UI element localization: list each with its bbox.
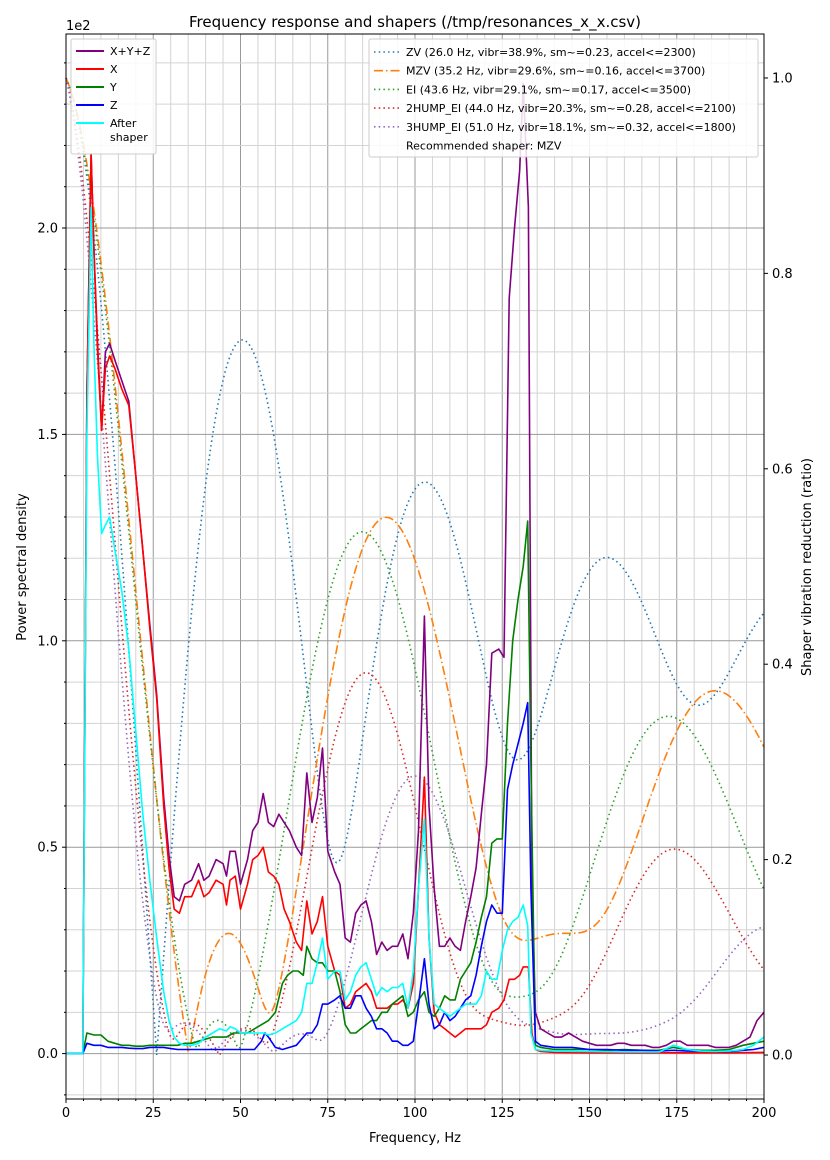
legend-psd-label: Y <box>109 81 117 94</box>
legend-psd-label-line: X+Y+Z <box>110 45 151 58</box>
legend-psd-label-line: After <box>110 117 137 130</box>
y-tick-label: 2.0 <box>37 222 58 237</box>
x-tick-label: 25 <box>145 1106 162 1121</box>
psd-lines <box>66 82 765 1055</box>
psd-line-4 <box>66 206 765 1055</box>
legend-psd-label: X+Y+Z <box>110 45 151 58</box>
y2-axis-label: Shaper vibration reduction (ratio) <box>800 458 815 676</box>
x-tick-label: 200 <box>752 1106 777 1121</box>
shaper-line-ei <box>65 77 765 1050</box>
y2-axis-ticks: 0.0 0.2 0.4 0.6 0.8 1.0 <box>764 71 793 1064</box>
x-tick-label: 125 <box>490 1106 515 1121</box>
y2-tick-label: 0.4 <box>772 658 793 673</box>
psd-line-0 <box>66 82 765 1055</box>
x-tick-label: 0 <box>62 1106 70 1121</box>
shaper-lines <box>65 77 765 1057</box>
legend-psd: X+Y+Z XYZ After shaper <box>70 38 157 155</box>
legend-psd-label-line: shaper <box>110 131 148 144</box>
x-axis-ticks: 0 25 50 75 100 125 150 175 200 <box>62 1099 777 1121</box>
legend-shaper-label: ZV (26.0 Hz, vibr=38.9%, sm~=0.23, accel… <box>406 46 696 59</box>
legend-psd-label-line: Z <box>110 99 118 112</box>
legend-psd-label: X <box>110 63 118 76</box>
y2-tick-label: 0.8 <box>772 267 793 282</box>
y-tick-label: 0.5 <box>37 841 58 856</box>
x-tick-label: 100 <box>403 1106 428 1121</box>
y2-tick-label: 0.0 <box>772 1049 793 1064</box>
y-axis-ticks: 0.0 0.5 1.0 1.5 2.0 <box>37 62 66 1096</box>
legend-psd-label: After shaper <box>110 117 148 144</box>
grid <box>66 34 764 1099</box>
legend-psd-label: Z <box>110 99 118 112</box>
x-tick-label: 75 <box>319 1106 336 1121</box>
legend-psd-label-line: Y <box>109 81 117 94</box>
legend-recommendation: Recommended shaper: MZV <box>406 140 562 153</box>
legend-shaper-frame <box>368 38 759 158</box>
x-tick-label: 175 <box>664 1106 689 1121</box>
legend-shaper-label: MZV (35.2 Hz, vibr=29.6%, sm~=0.16, acce… <box>406 65 705 78</box>
legend-psd-label-line: X <box>110 63 118 76</box>
y-axis-label: Power spectral density <box>15 493 30 641</box>
y-tick-label: 1.5 <box>37 428 58 443</box>
psd-line-3 <box>66 701 765 1055</box>
legend-psd-frame <box>70 38 157 155</box>
legend-shaper-label: 3HUMP_EI (51.0 Hz, vibr=18.1%, sm~=0.32,… <box>406 121 736 134</box>
legend-shapers: ZV (26.0 Hz, vibr=38.9%, sm~=0.23, accel… <box>368 38 759 158</box>
y-tick-label: 1.0 <box>37 634 58 649</box>
x-tick-label: 50 <box>232 1106 249 1121</box>
legend-shaper-label: EI (43.6 Hz, vibr=29.1%, sm~=0.17, accel… <box>406 83 691 96</box>
y2-tick-label: 0.6 <box>772 462 793 477</box>
x-axis-label: Frequency, Hz <box>369 1131 461 1146</box>
shaper-line-zv <box>65 77 765 1056</box>
chart-title: Frequency response and shapers (/tmp/res… <box>189 13 641 32</box>
legend-shaper-label: 2HUMP_EI (44.0 Hz, vibr=20.3%, sm~=0.28,… <box>406 102 736 115</box>
x-tick-label: 150 <box>577 1106 602 1121</box>
y2-tick-label: 1.0 <box>772 71 793 86</box>
y2-tick-label: 0.2 <box>772 853 793 868</box>
shaper-line-mzv <box>65 77 765 1053</box>
shaper-line-2hump_ei <box>65 77 765 1057</box>
y-axis-scale-label: 1e2 <box>66 19 91 34</box>
y-tick-label: 0.0 <box>37 1047 58 1062</box>
